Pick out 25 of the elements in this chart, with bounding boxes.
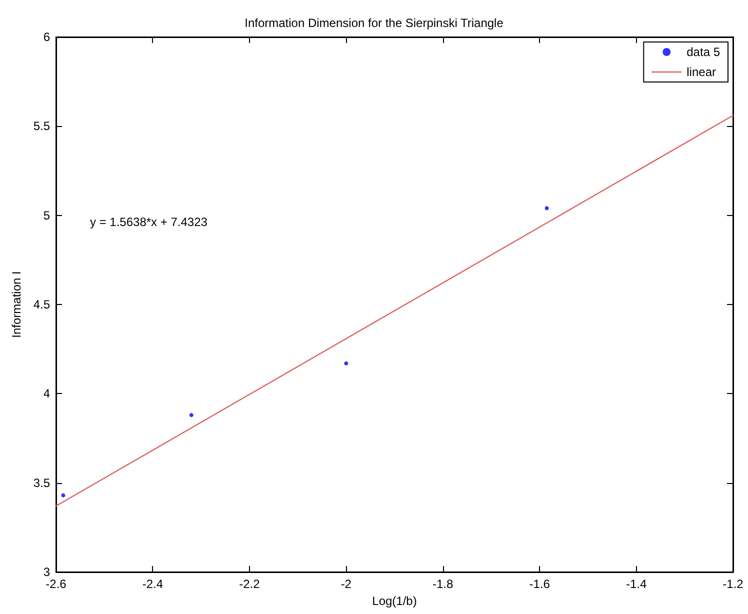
legend-label: linear: [686, 65, 716, 79]
y-tick-label: 5.5: [33, 119, 50, 134]
chart-title: Information Dimension for the Sierpinski Triangle: [244, 16, 504, 30]
x-tick-label: -1.4: [626, 577, 647, 591]
y-axis-title: Information I: [9, 271, 24, 338]
x-tick-label: -2.6: [46, 577, 67, 591]
x-tick-label: -1.8: [432, 577, 454, 591]
y-tick-label: 3.5: [33, 476, 50, 490]
point: [61, 493, 66, 498]
y-tick-label: 4: [43, 386, 50, 401]
x-tick-label: -2.2: [239, 577, 260, 591]
point: [544, 206, 549, 210]
point: [189, 413, 194, 418]
y-tick-label: 4.5: [33, 298, 50, 312]
x-tick-label: -1.2: [722, 577, 744, 591]
legend-label: data 5: [686, 45, 720, 59]
x-axis-title: Log(1/b): [372, 594, 417, 608]
x-tick-label: -2.4: [142, 577, 164, 591]
x-tick-label: -2: [340, 577, 352, 591]
y-tick-label: 5: [43, 208, 50, 222]
x-tick-label: -1.6: [529, 577, 550, 591]
y-tick-label: 3: [43, 565, 50, 579]
annotation: y = 1.5638*x + 7.4323: [90, 215, 208, 229]
y-tick-label: 6: [43, 30, 50, 44]
point: [344, 361, 348, 366]
